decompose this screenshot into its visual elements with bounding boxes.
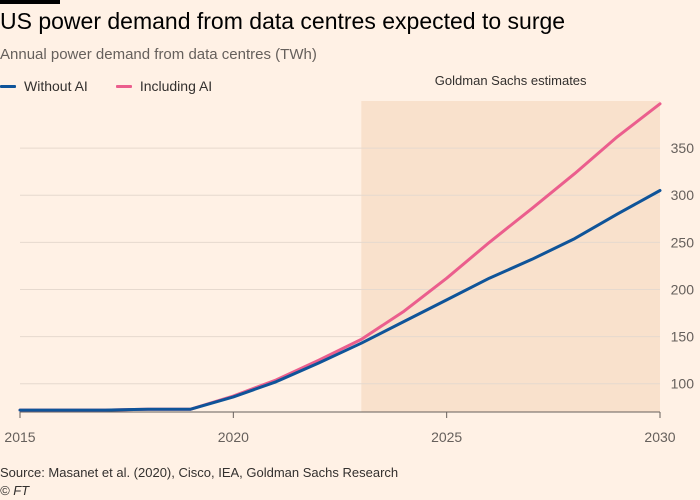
legend-swatch-without-ai — [0, 84, 16, 88]
y-tick-label-300: 300 — [671, 187, 695, 203]
series-line-without-ai — [18, 189, 662, 412]
gridlines — [20, 147, 660, 385]
x-tick-label-2015: 2015 — [4, 429, 35, 445]
y-axis: 100 150 200 250 300 350 — [671, 140, 695, 392]
chart-title: US power demand from data centres expect… — [0, 8, 566, 34]
legend-label-without-ai: Without AI — [24, 78, 88, 94]
y-tick-label-250: 250 — [671, 234, 695, 250]
legend-swatch-including-ai — [115, 84, 132, 88]
source-note: Source: Masanet et al. (2020), Cisco, IE… — [0, 465, 399, 480]
y-tick-label-150: 150 — [671, 329, 695, 345]
chart-subtitle: Annual power demand from data centres (T… — [0, 46, 317, 63]
legend: Without AI Including AI — [0, 78, 212, 94]
legend-label-including-ai: Including AI — [139, 78, 213, 94]
x-tick-label-2025: 2025 — [431, 429, 462, 445]
legend-item-including-ai: Including AI — [115, 78, 213, 94]
estimates-annotation: Goldman Sachs estimates — [435, 73, 587, 88]
legend-item-without-ai: Without AI — [0, 78, 88, 94]
y-tick-label-100: 100 — [671, 376, 695, 392]
y-tick-label-200: 200 — [671, 281, 695, 297]
estimates-shaded-region — [361, 101, 660, 412]
x-axis: 2015 2020 2025 2030 — [4, 411, 676, 445]
line-chart: Goldman Sachs estimates 2015 2020 2025 2030… — [4, 73, 695, 445]
series-lines — [18, 102, 662, 412]
ft-credit: © FT — [0, 483, 30, 498]
top-accent-bar — [0, 0, 60, 4]
y-tick-label-350: 350 — [671, 140, 695, 156]
x-tick-label-2030: 2030 — [644, 429, 675, 445]
x-tick-label-2020: 2020 — [218, 429, 249, 445]
